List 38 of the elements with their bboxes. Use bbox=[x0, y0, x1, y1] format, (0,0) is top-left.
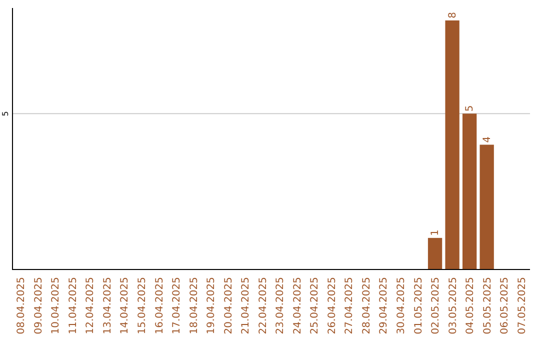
x-tick-label: 22.04.2025 bbox=[258, 277, 269, 334]
x-tick-label: 09.04.2025 bbox=[33, 277, 44, 334]
bar bbox=[445, 20, 460, 269]
x-tick-label: 18.04.2025 bbox=[188, 277, 200, 334]
x-tick-label: 20.04.2025 bbox=[223, 277, 234, 334]
x-tick-label: 02.05.2025 bbox=[430, 277, 442, 334]
x-tick-label: 23.04.2025 bbox=[275, 277, 286, 334]
x-tick-label: 05.05.2025 bbox=[482, 277, 494, 334]
data-label: 5 bbox=[464, 105, 476, 112]
x-tick-label: 29.04.2025 bbox=[378, 277, 390, 334]
x-tick-label: 07.05.2025 bbox=[516, 277, 528, 334]
x-tick-label: 24.04.2025 bbox=[292, 277, 304, 334]
x-tick-label: 01.05.2025 bbox=[413, 277, 424, 334]
x-tick-label: 03.05.2025 bbox=[448, 277, 459, 334]
x-tick-label: 30.04.2025 bbox=[396, 277, 407, 334]
x-tick-label: 21.04.2025 bbox=[240, 277, 252, 334]
x-tick-label: 17.04.2025 bbox=[172, 277, 183, 334]
bar bbox=[480, 144, 494, 269]
x-tick-label: 14.04.2025 bbox=[120, 277, 131, 334]
x-tick-label: 04.05.2025 bbox=[465, 277, 476, 334]
x-tick-label: 19.04.2025 bbox=[206, 277, 218, 334]
data-label: 1 bbox=[430, 230, 442, 236]
x-tick-label: 11.04.2025 bbox=[68, 277, 79, 334]
data-label: 8 bbox=[447, 12, 458, 18]
x-tick-label: 25.04.2025 bbox=[310, 277, 321, 334]
x-tick-label: 15.04.2025 bbox=[137, 277, 148, 334]
x-tick-label: 26.04.2025 bbox=[326, 277, 338, 334]
data-label: 4 bbox=[482, 136, 493, 143]
bar bbox=[462, 114, 477, 269]
x-tick-label: 08.04.2025 bbox=[16, 277, 28, 334]
x-tick-label: 27.04.2025 bbox=[344, 277, 356, 334]
bar bbox=[428, 238, 442, 269]
x-tick-label: 16.04.2025 bbox=[154, 277, 166, 334]
x-tick-label: 12.04.2025 bbox=[85, 277, 96, 334]
x-tick-label: 28.04.2025 bbox=[361, 277, 372, 334]
x-tick-label: 10.04.2025 bbox=[50, 277, 62, 334]
x-tick-label: 13.04.2025 bbox=[102, 277, 114, 334]
x-tick-label: 06.05.2025 bbox=[500, 277, 511, 334]
